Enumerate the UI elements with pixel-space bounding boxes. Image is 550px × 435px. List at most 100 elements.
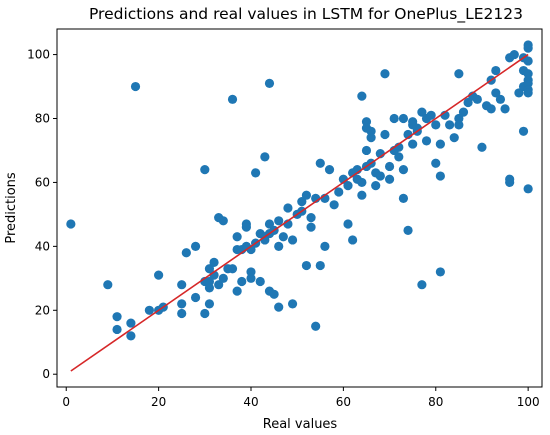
data-point <box>264 78 275 88</box>
data-point <box>454 69 464 79</box>
data-point <box>274 241 284 251</box>
data-point <box>421 136 432 146</box>
data-point <box>398 193 409 204</box>
data-point <box>357 190 367 200</box>
data-point <box>126 331 136 341</box>
data-point <box>523 43 533 53</box>
data-point <box>334 187 344 197</box>
fit-line-group <box>70 53 529 372</box>
data-point <box>408 139 418 149</box>
data-point <box>241 222 251 232</box>
x-axis-ticks: 0 20 40 60 80 100 <box>62 387 540 409</box>
data-point <box>306 212 316 223</box>
data-point <box>371 181 381 191</box>
data-point <box>218 216 228 226</box>
data-point <box>190 292 201 303</box>
data-point <box>329 200 339 210</box>
data-point <box>426 110 436 120</box>
data-point <box>251 168 261 178</box>
y-tick-label: 80 <box>35 112 50 126</box>
data-point <box>204 276 215 287</box>
data-point <box>144 305 154 315</box>
data-point <box>301 260 312 271</box>
data-point <box>348 235 358 245</box>
y-tick-label: 0 <box>42 367 50 381</box>
data-point <box>472 94 482 104</box>
data-point <box>200 165 210 175</box>
data-point <box>246 267 256 277</box>
data-point <box>366 133 376 143</box>
y-tick-label: 60 <box>35 175 50 189</box>
data-point <box>380 129 390 140</box>
data-point <box>209 257 219 267</box>
data-point <box>264 219 275 229</box>
data-point <box>523 56 533 66</box>
data-point <box>130 81 141 92</box>
y-axis-ticks: 0 20 40 60 80 100 <box>27 48 57 381</box>
data-point <box>237 276 247 287</box>
data-point <box>454 120 464 130</box>
y-tick-label: 20 <box>35 303 50 317</box>
data-point <box>500 104 510 114</box>
data-point <box>431 120 441 130</box>
data-point <box>66 219 76 229</box>
data-point <box>514 88 524 98</box>
data-point <box>232 286 242 296</box>
data-point <box>301 190 312 200</box>
data-point <box>204 283 215 293</box>
chart-title: Predictions and real values in LSTM for … <box>89 5 523 24</box>
data-point <box>357 177 367 188</box>
data-point <box>287 299 298 309</box>
data-point <box>486 104 496 114</box>
data-point <box>324 165 335 175</box>
data-point <box>320 241 330 251</box>
data-point <box>306 222 316 232</box>
data-point <box>505 174 515 184</box>
y-tick-label: 40 <box>35 239 50 253</box>
data-point <box>214 280 224 290</box>
x-axis-label: Real values <box>263 417 338 432</box>
data-point <box>255 276 265 287</box>
data-point <box>477 142 487 152</box>
data-point <box>463 97 473 108</box>
data-point <box>311 321 321 331</box>
data-point <box>204 264 215 274</box>
data-point <box>458 107 469 117</box>
data-point <box>435 267 445 277</box>
data-point <box>315 260 325 271</box>
data-point <box>154 270 164 280</box>
data-point <box>343 181 353 191</box>
y-tick-label: 100 <box>27 48 50 62</box>
data-point <box>523 69 533 79</box>
data-point <box>227 264 238 274</box>
data-point <box>394 152 404 162</box>
data-point <box>408 117 418 127</box>
data-point <box>297 197 307 207</box>
data-point <box>431 158 441 168</box>
data-point <box>218 273 228 283</box>
data-point <box>403 225 413 235</box>
data-point <box>274 302 284 312</box>
data-point <box>435 139 445 149</box>
x-tick-label: 100 <box>517 395 540 409</box>
data-point <box>389 113 399 124</box>
data-point <box>523 88 533 98</box>
data-point <box>283 203 293 213</box>
data-point <box>177 280 187 290</box>
data-point <box>445 120 455 130</box>
data-point <box>449 133 459 143</box>
data-point <box>287 235 298 245</box>
x-tick-label: 40 <box>243 395 258 409</box>
data-point <box>177 299 187 309</box>
x-tick-label: 80 <box>428 395 443 409</box>
data-point <box>103 280 113 290</box>
data-point <box>454 113 464 124</box>
data-point <box>366 126 376 136</box>
data-point <box>380 69 390 79</box>
fit-line <box>70 53 529 372</box>
data-point <box>232 232 242 242</box>
data-point <box>523 78 533 88</box>
data-point <box>361 145 372 156</box>
data-point <box>417 280 427 290</box>
